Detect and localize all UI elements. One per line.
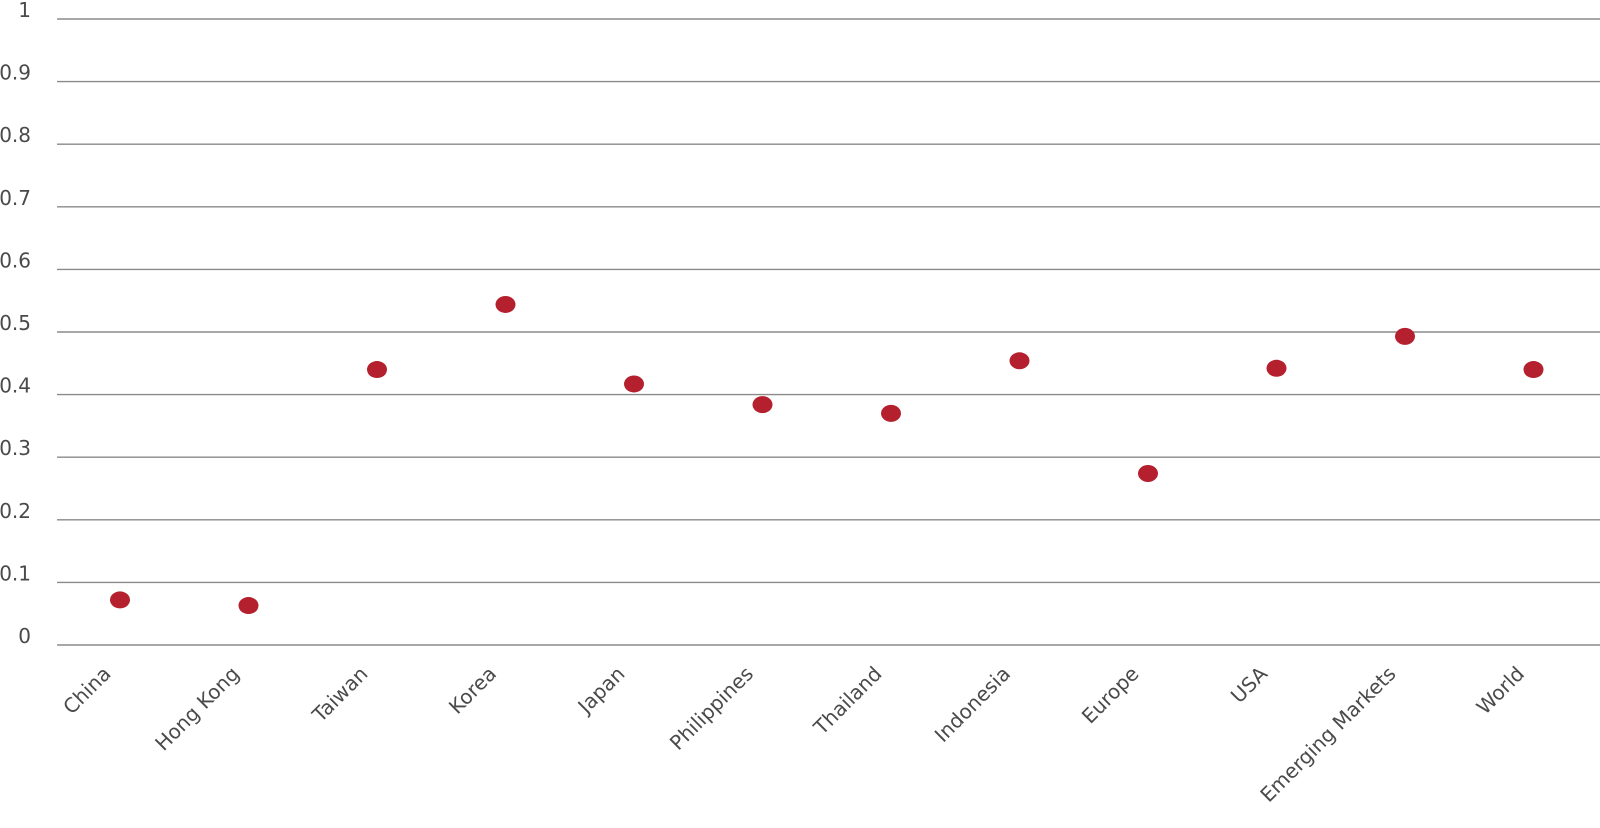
y-tick-label: 0 xyxy=(18,624,31,648)
y-tick-label: 0.4 xyxy=(0,374,31,398)
data-point-japan[interactable] xyxy=(624,375,644,393)
data-point-china[interactable] xyxy=(110,591,130,609)
x-tick-label: World xyxy=(1472,662,1530,720)
y-tick-label: 0.7 xyxy=(0,186,31,210)
data-point-taiwan[interactable] xyxy=(367,361,387,379)
x-tick-label: Hong Kong xyxy=(150,662,244,756)
data-point-world[interactable] xyxy=(1523,361,1544,379)
x-tick-label: Philippines xyxy=(665,662,758,755)
data-point-thailand[interactable] xyxy=(881,404,901,422)
x-tick-label: USA xyxy=(1226,661,1272,707)
y-tick-label: 0.1 xyxy=(0,561,31,585)
data-point-hong-kong[interactable] xyxy=(238,597,259,615)
x-tick-label: Taiwan xyxy=(307,662,373,728)
data-point-europe[interactable] xyxy=(1138,464,1158,482)
data-point-usa[interactable] xyxy=(1266,359,1287,377)
y-tick-label: 0.5 xyxy=(0,311,31,335)
x-tick-label: Thailand xyxy=(808,662,886,740)
data-point-philippines[interactable] xyxy=(752,396,773,414)
y-tick-label: 0.9 xyxy=(0,61,31,85)
data-point-korea[interactable] xyxy=(495,295,516,313)
x-axis-tick-labels: China Hong Kong Taiwan Korea Japan Philippine… xyxy=(58,661,1529,806)
y-axis-tick-labels: 0 0.1 0.2 0.3 0.4 0.5 0.6 0.7 0.8 0.9 1 xyxy=(0,0,31,648)
y-tick-label: 1 xyxy=(18,0,31,22)
y-tick-label: 0.6 xyxy=(0,248,31,272)
x-tick-label: Japan xyxy=(572,662,630,720)
x-tick-label: Emerging Markets xyxy=(1255,662,1400,807)
x-tick-label: Korea xyxy=(444,662,501,719)
data-points xyxy=(110,295,1544,615)
y-tick-label: 0.3 xyxy=(0,436,31,460)
data-point-indonesia[interactable] xyxy=(1009,352,1030,370)
y-tick-label: 0.2 xyxy=(0,499,31,523)
gridlines xyxy=(57,18,1600,646)
x-tick-label: China xyxy=(58,662,115,719)
data-point-emerging-markets[interactable] xyxy=(1395,327,1415,345)
x-tick-label: Indonesia xyxy=(930,662,1015,747)
y-tick-label: 0.8 xyxy=(0,123,31,147)
x-tick-label: Europe xyxy=(1077,662,1144,729)
